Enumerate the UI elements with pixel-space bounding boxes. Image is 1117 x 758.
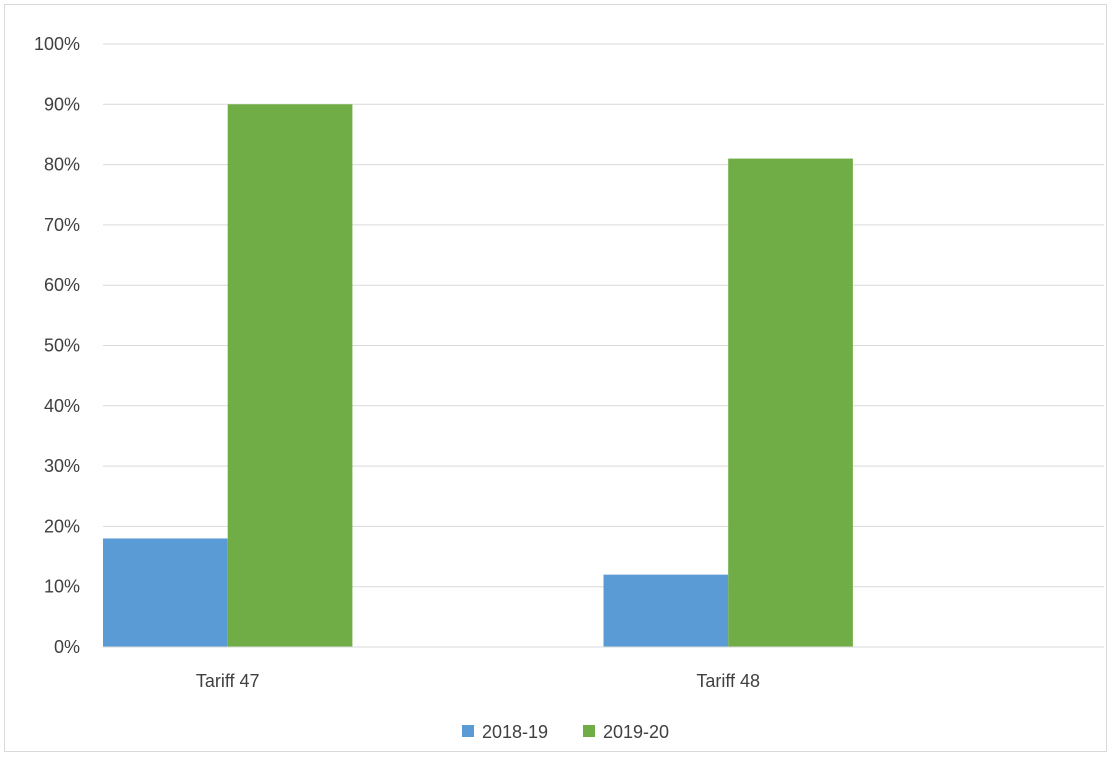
bar-2019-20-tariff-47 (227, 104, 353, 648)
legend-swatch (583, 725, 595, 737)
bar-2018-19-tariff-48 (603, 574, 729, 647)
legend: 2018-19 2019-20 (462, 722, 669, 742)
x-tick-label: Tariff 47 (196, 671, 260, 691)
legend-label: 2018-19 (482, 722, 548, 742)
legend-swatch (462, 725, 474, 737)
y-tick-label: 40% (44, 396, 80, 416)
y-tick-label: 0% (54, 637, 80, 657)
y-tick-label: 20% (44, 516, 80, 536)
y-tick-label: 90% (44, 94, 80, 114)
y-tick-label: 30% (44, 456, 80, 476)
axes: 0% 10% 20% 30% 40% 50% 60% 70% 80% 90% 100% Tariff … (34, 34, 1104, 691)
bar-2019-20-tariff-48 (728, 158, 853, 647)
y-tick-label: 60% (44, 275, 80, 295)
bars (103, 104, 853, 648)
y-tick-label: 80% (44, 155, 80, 175)
y-tick-label: 100% (34, 34, 80, 54)
y-tick-label: 50% (44, 336, 80, 356)
bar-2018-19-tariff-47 (103, 538, 228, 647)
y-tick-label: 70% (44, 215, 80, 235)
legend-label: 2019-20 (603, 722, 669, 742)
x-tick-label: Tariff 48 (696, 671, 760, 691)
y-tick-label: 10% (44, 577, 80, 597)
